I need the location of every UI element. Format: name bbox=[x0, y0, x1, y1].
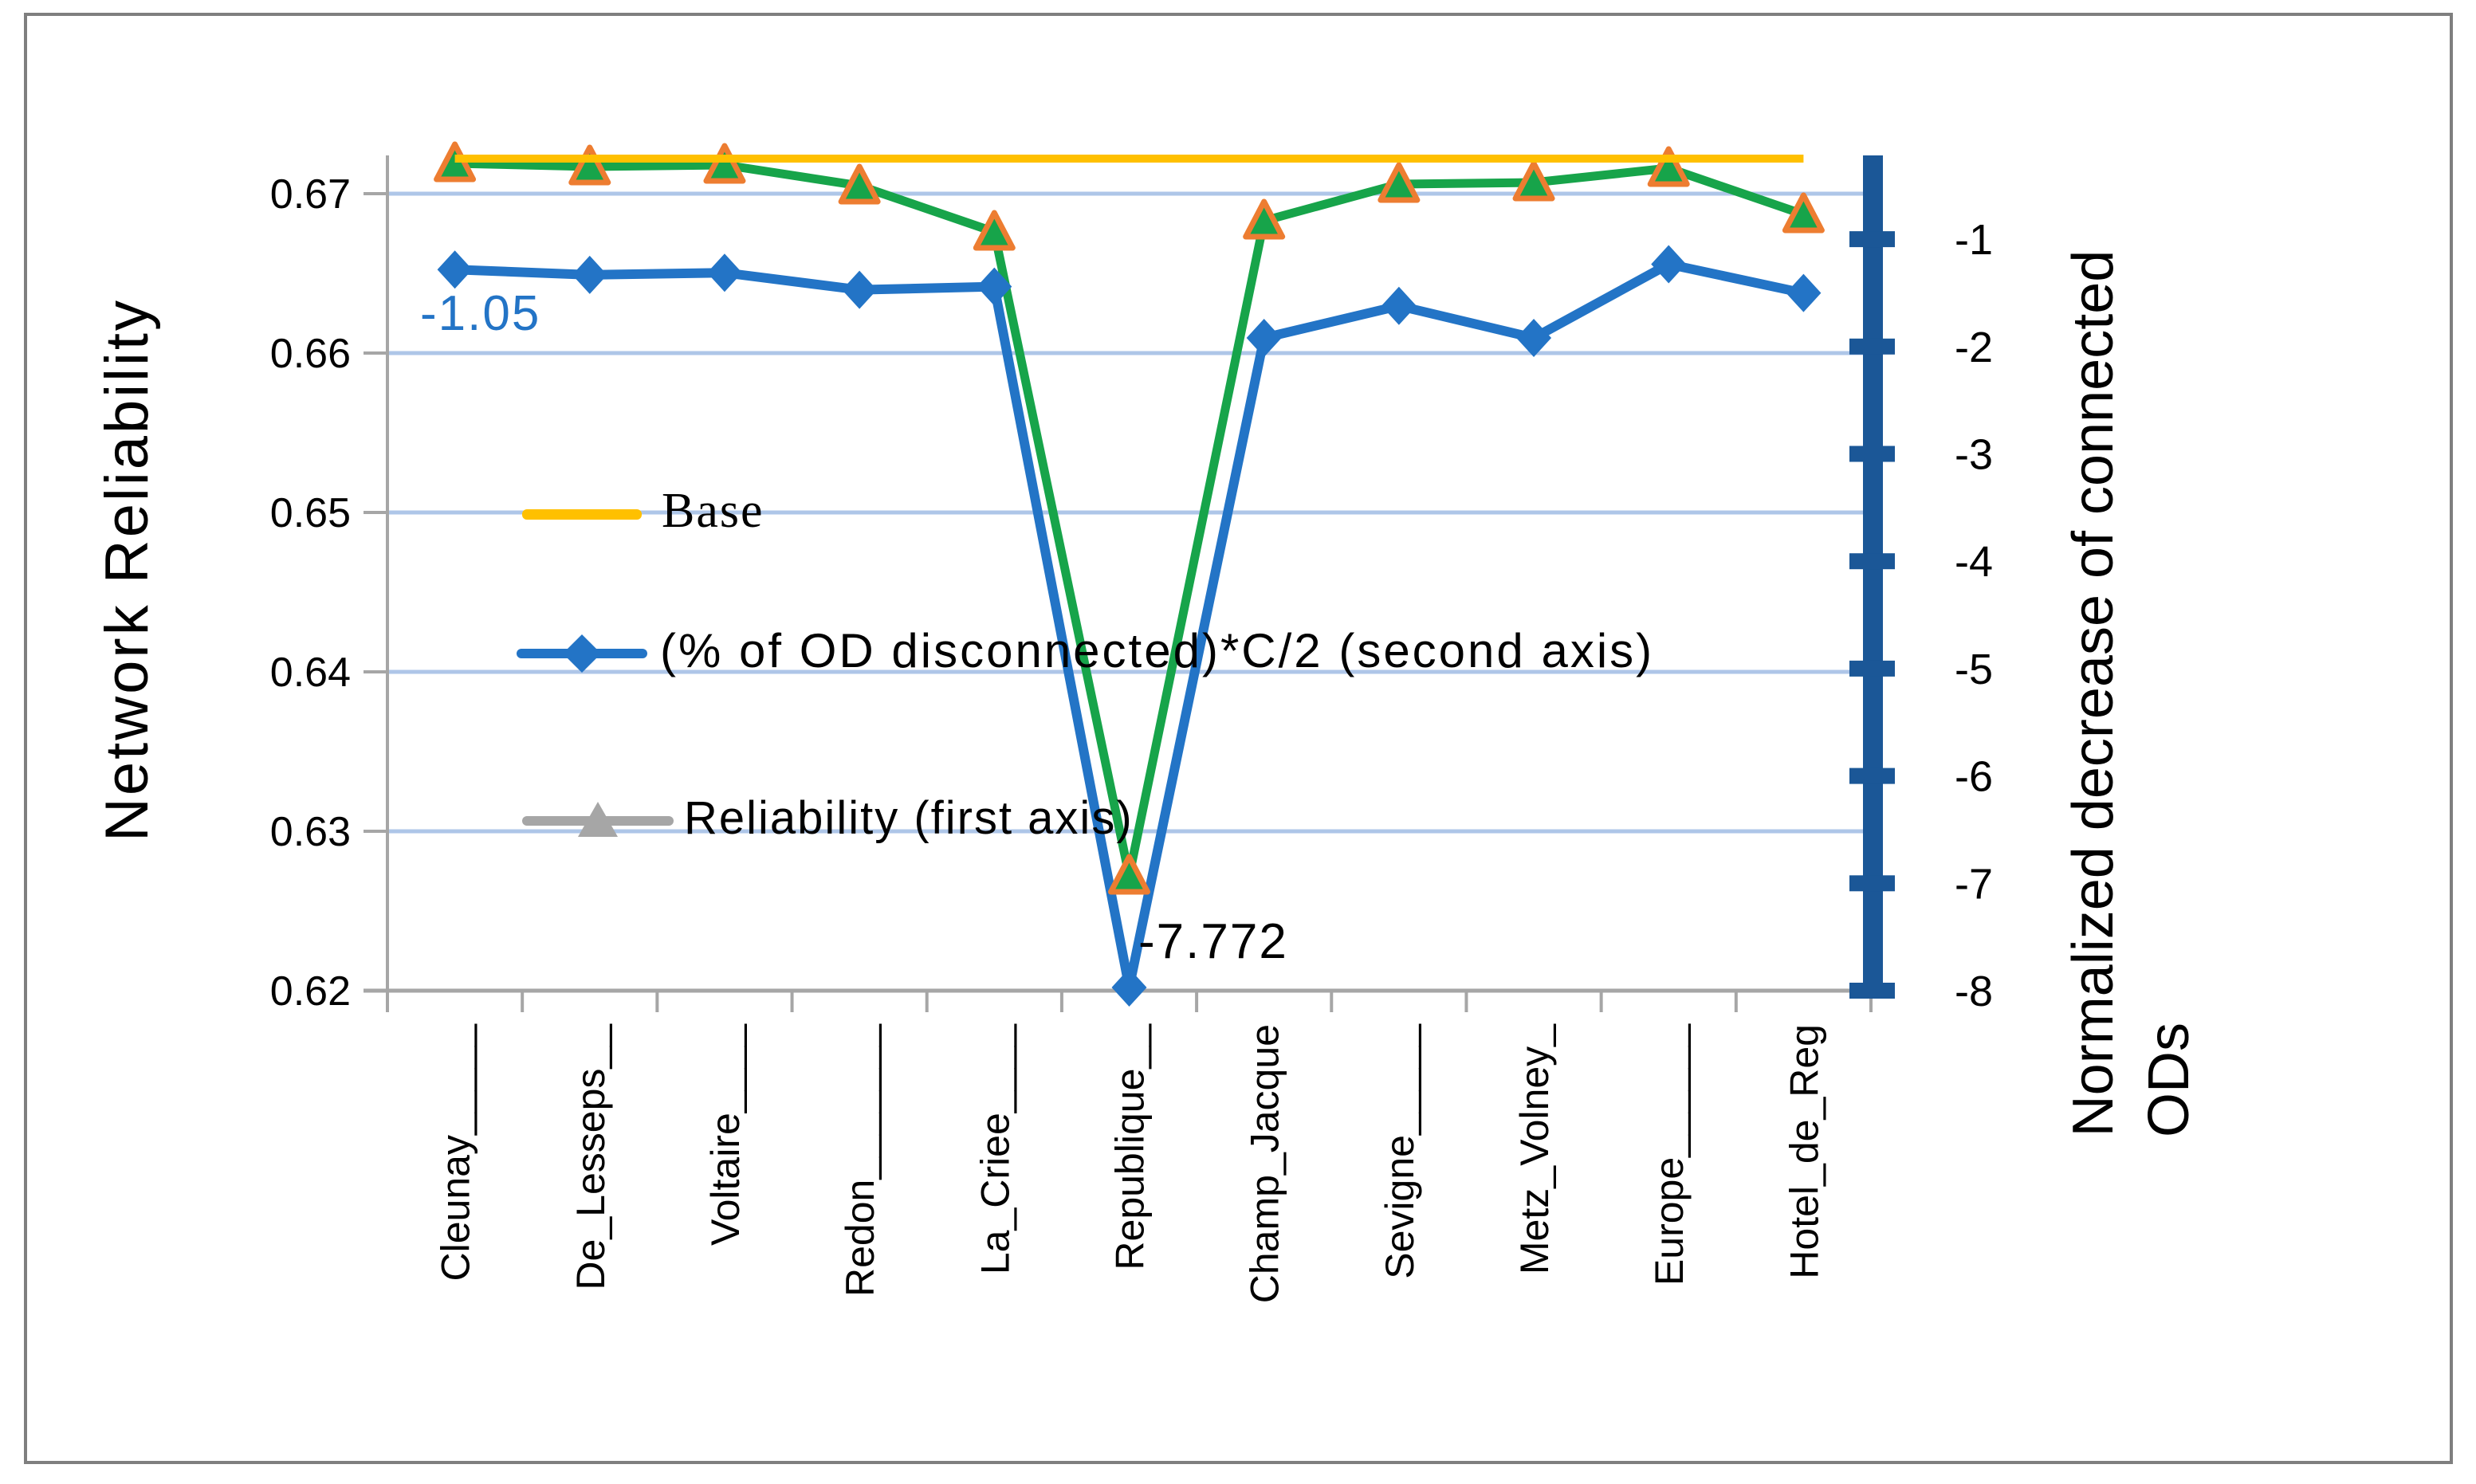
right-axis-tick bbox=[1849, 768, 1895, 784]
left-axis-title: Network Reliability bbox=[93, 298, 161, 842]
right-axis-tick bbox=[1849, 553, 1895, 570]
right-axis-tick-label: -2 bbox=[1955, 324, 1993, 371]
diamond-marker bbox=[1651, 245, 1687, 284]
right-axis-tick bbox=[1849, 446, 1895, 462]
right-axis-title-line2: ODs bbox=[2137, 1023, 2201, 1137]
triangle-marker bbox=[1782, 192, 1825, 234]
triangle-marker bbox=[1512, 160, 1555, 202]
left-axis-tick-label: 0.64 bbox=[270, 650, 351, 696]
diamond-marker bbox=[1381, 286, 1417, 325]
diamond-marker bbox=[437, 250, 473, 289]
diamond-marker bbox=[706, 253, 742, 292]
triangle-icon bbox=[578, 802, 618, 837]
base-line-swatch bbox=[522, 509, 642, 520]
diamond-marker bbox=[1786, 273, 1822, 312]
right-axis-tick bbox=[1849, 983, 1895, 999]
diamond-marker bbox=[1111, 968, 1147, 1007]
triangle-marker bbox=[1243, 198, 1286, 240]
x-axis-category-label: Redon_______ bbox=[838, 1023, 882, 1297]
right-axis-tick bbox=[1849, 231, 1895, 248]
right-axis-bar bbox=[1863, 155, 1883, 991]
triangle-marker bbox=[1108, 854, 1150, 895]
legend-label-reliability: Reliability (first axis) bbox=[684, 792, 1134, 845]
right-axis-tick-label: -5 bbox=[1955, 646, 1993, 693]
x-axis-category-label: Europe______ bbox=[1647, 1023, 1692, 1286]
triangle-marker bbox=[838, 163, 881, 205]
x-axis-category-label: Sevigne_____ bbox=[1378, 1023, 1422, 1279]
left-axis-tick-label: 0.65 bbox=[270, 490, 351, 536]
triangle-marker bbox=[568, 144, 611, 186]
data-label-first-point: -1.05 bbox=[420, 286, 541, 341]
x-axis-category-label: Metz_Volney_ bbox=[1512, 1023, 1557, 1274]
triangle-marker bbox=[703, 143, 746, 184]
triangle-marker bbox=[1378, 162, 1421, 203]
right-axis-tick bbox=[1849, 338, 1895, 355]
right-axis-tick-label: -8 bbox=[1955, 968, 1993, 1015]
triangle-marker bbox=[1647, 146, 1690, 187]
right-axis-tick-label: -6 bbox=[1955, 753, 1993, 801]
diamond-marker bbox=[572, 255, 607, 294]
left-axis-tick-label: 0.66 bbox=[270, 331, 351, 377]
legend-label-base: Base bbox=[662, 483, 764, 538]
right-axis-title-line1: Normalized decrease of connected bbox=[2061, 250, 2125, 1137]
triangle-marker bbox=[973, 210, 1016, 251]
right-axis-tick-label: -7 bbox=[1955, 860, 1993, 908]
x-axis-category-label: Hotel_de_Reg bbox=[1782, 1024, 1826, 1279]
right-axis-tick bbox=[1849, 660, 1895, 677]
x-axis-category-label: La_Criee____ bbox=[973, 1023, 1017, 1274]
right-axis-tick-label: -4 bbox=[1955, 538, 1993, 586]
data-label-republique: -7.772 bbox=[1138, 914, 1288, 969]
x-axis-category-label: Republique__ bbox=[1108, 1023, 1153, 1270]
x-axis-category-label: Voltaire____ bbox=[703, 1023, 748, 1246]
left-axis-tick-label: 0.62 bbox=[270, 968, 351, 1015]
diamond-marker bbox=[1246, 318, 1282, 357]
figure-border bbox=[24, 13, 2453, 1464]
left-axis-tick-label: 0.63 bbox=[270, 809, 351, 855]
legend-label-disconnected: (% of OD disconnected)*C/2 (second axis) bbox=[660, 624, 1655, 678]
x-axis-category-label: Champ_Jacque bbox=[1243, 1024, 1287, 1303]
diamond-marker bbox=[1516, 318, 1552, 357]
right-axis-tick bbox=[1849, 875, 1895, 892]
right-axis-tick-label: -3 bbox=[1955, 431, 1993, 479]
right-axis-tick-label: -1 bbox=[1955, 216, 1993, 264]
left-axis-tick-label: 0.67 bbox=[270, 171, 351, 218]
diamond-marker bbox=[977, 267, 1012, 306]
x-axis-category-label: De_Lesseps__ bbox=[568, 1023, 613, 1290]
diamond-marker bbox=[842, 270, 878, 309]
x-axis-category-label: Cleunay_____ bbox=[434, 1023, 478, 1282]
